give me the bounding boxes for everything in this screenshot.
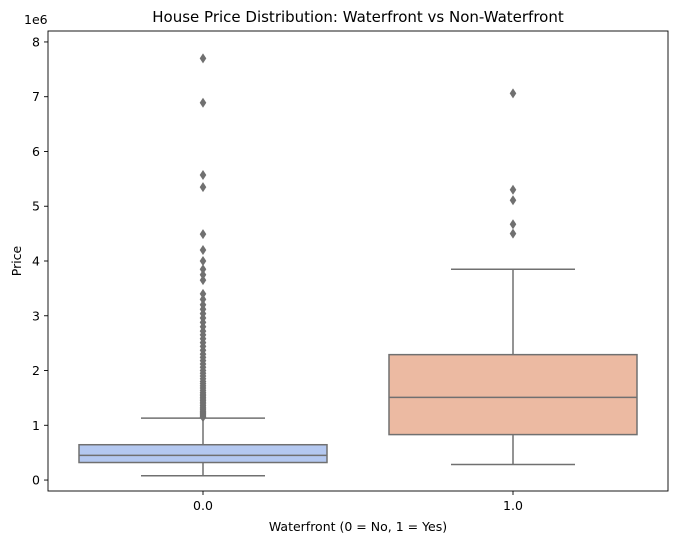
outlier-point — [509, 228, 517, 239]
chart-title: House Price Distribution: Waterfront vs … — [152, 8, 564, 26]
outlier-point — [199, 97, 207, 108]
y-tick-label: 6 — [32, 144, 40, 159]
y-tick-label: 4 — [32, 254, 40, 269]
outlier-point — [509, 219, 517, 230]
outlier-point — [199, 229, 207, 240]
y-tick-label: 1 — [32, 418, 40, 433]
iqr-box — [388, 353, 638, 436]
y-tick-label: 2 — [32, 363, 40, 378]
axis-ticks: 0 1 2 3 4 5 6 7 8 0.0 1.0 — [32, 34, 523, 513]
outlier-point — [199, 245, 207, 256]
outlier-point — [199, 299, 207, 310]
outlier-point — [199, 170, 207, 181]
y-tick-label: 8 — [32, 34, 40, 49]
outlier-point — [199, 264, 207, 275]
x-tick-label: 0.0 — [193, 498, 213, 513]
box-group-1 — [388, 88, 638, 466]
plot-area — [78, 53, 638, 477]
box-group-0 — [78, 53, 328, 477]
outlier-point — [509, 195, 517, 206]
outlier-point — [509, 184, 517, 195]
y-tick-label: 7 — [32, 89, 40, 104]
outlier-point — [199, 275, 207, 286]
x-tick-label: 1.0 — [503, 498, 523, 513]
y-tick-label: 3 — [32, 308, 40, 323]
outlier-point — [509, 88, 517, 99]
outlier-point — [199, 269, 207, 280]
y-tick-label: 5 — [32, 199, 40, 214]
outlier-point — [199, 53, 207, 64]
outlier-point — [199, 182, 207, 193]
y-axis-label: Price — [9, 245, 24, 276]
outlier-point — [199, 294, 207, 305]
y-tick-label: 0 — [32, 473, 40, 488]
x-axis-label: Waterfront (0 = No, 1 = Yes) — [269, 519, 447, 534]
y-offset-label: 1e6 — [24, 12, 48, 27]
outlier-point — [199, 288, 207, 299]
outlier-point — [199, 256, 207, 266]
iqr-box — [78, 443, 328, 464]
